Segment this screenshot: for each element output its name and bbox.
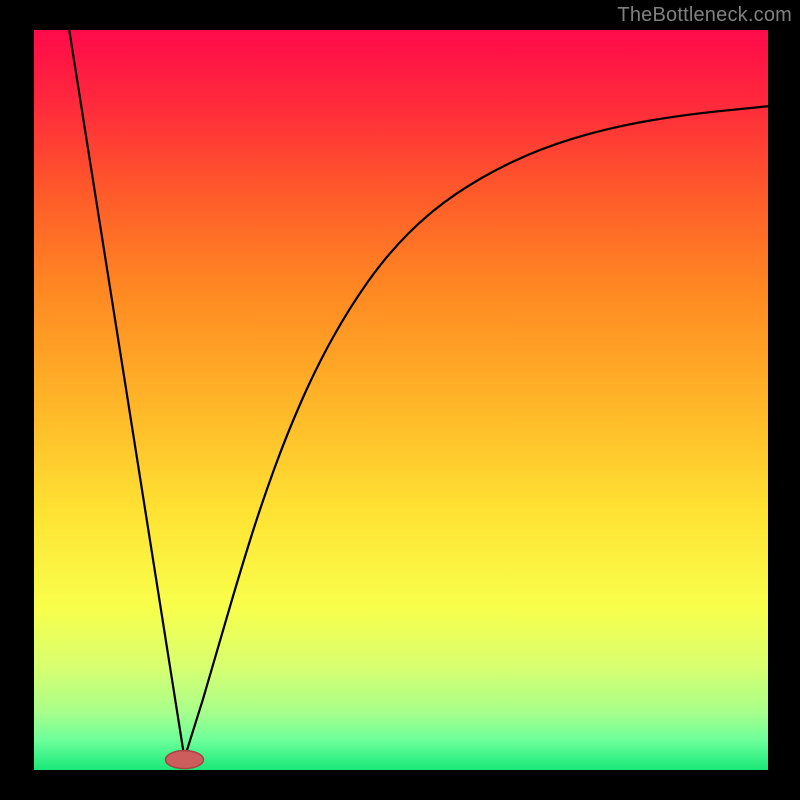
curve-overlay xyxy=(0,0,800,800)
chart-container: TheBottleneck.com xyxy=(0,0,800,800)
optimal-point-marker xyxy=(165,751,203,769)
bottleneck-curve xyxy=(69,30,768,758)
watermark-text: TheBottleneck.com xyxy=(617,4,792,27)
